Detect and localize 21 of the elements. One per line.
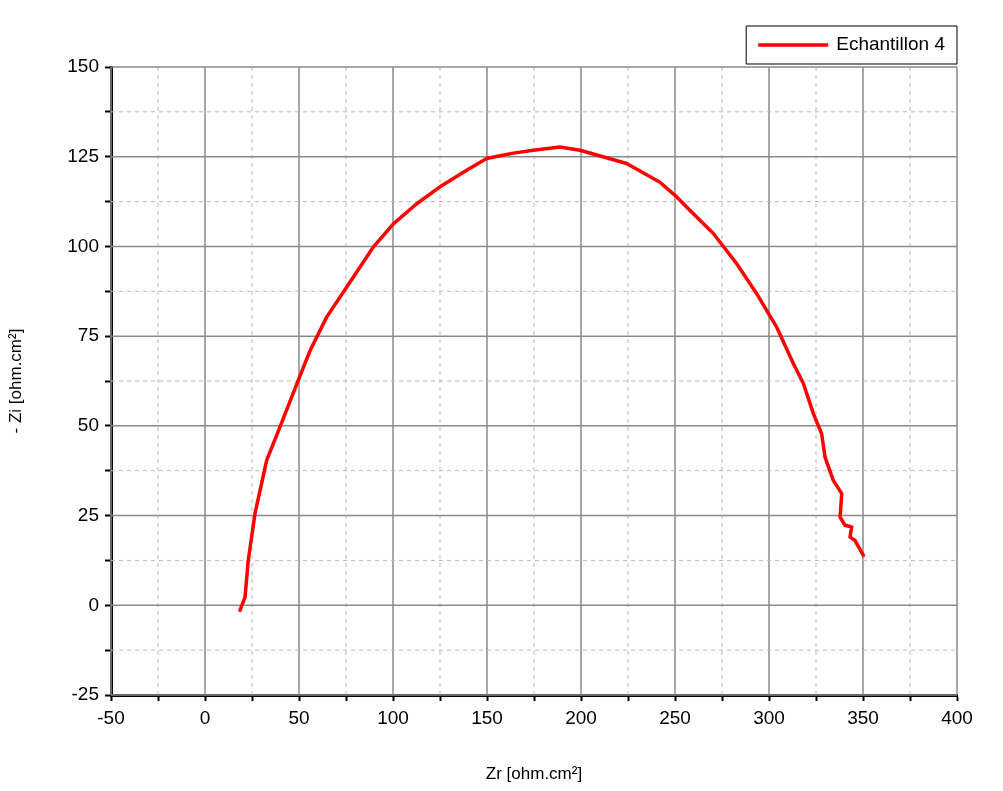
y-tick-label: 0 bbox=[88, 593, 99, 615]
y-axis-title: - Zi [ohm.cm²] bbox=[5, 328, 25, 434]
x-axis-title: Zr [ohm.cm²] bbox=[485, 764, 583, 784]
x-tick-label: 50 bbox=[288, 706, 310, 728]
y-tick-label: 50 bbox=[77, 414, 99, 436]
y-tick-label: 75 bbox=[77, 324, 99, 346]
x-tick-label: 250 bbox=[659, 706, 691, 728]
x-tick-label: 0 bbox=[199, 706, 211, 728]
x-tick-label: 300 bbox=[753, 706, 785, 728]
legend-label: Echantillon 4 bbox=[836, 33, 946, 55]
x-tick-label: -50 bbox=[97, 706, 125, 728]
x-tick-label: 350 bbox=[847, 706, 879, 728]
x-tick-label: 200 bbox=[565, 706, 597, 728]
y-tick-label: 100 bbox=[67, 234, 99, 256]
y-tick-label: -25 bbox=[71, 683, 99, 705]
y-tick-label: 125 bbox=[67, 144, 99, 166]
x-tick-label: 400 bbox=[941, 706, 973, 728]
x-tick-label: 150 bbox=[471, 706, 503, 728]
x-tick-label: 100 bbox=[377, 706, 409, 728]
y-tick-label: 150 bbox=[67, 55, 99, 77]
y-tick-label: 25 bbox=[77, 503, 99, 525]
